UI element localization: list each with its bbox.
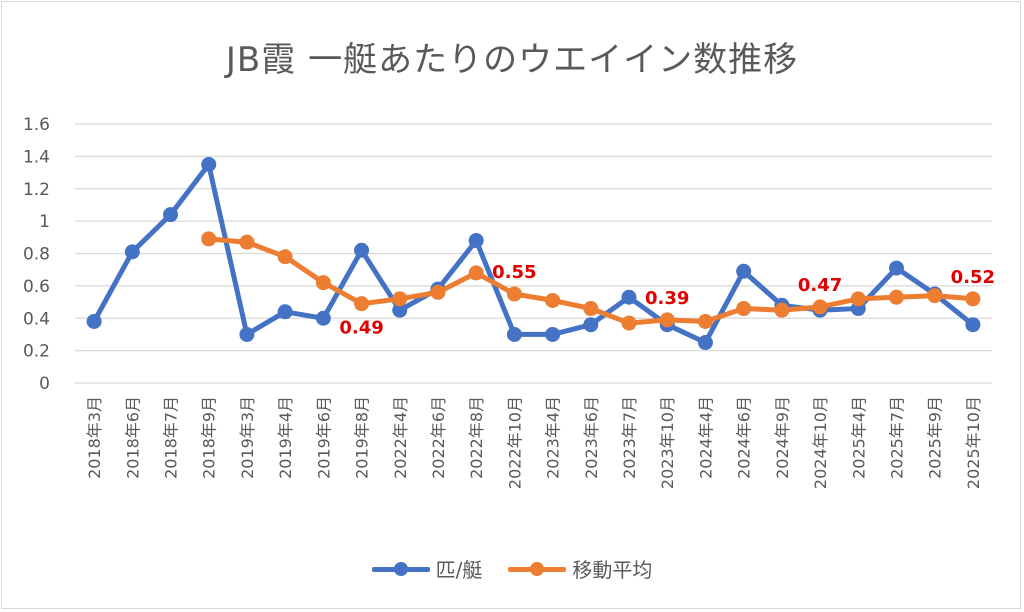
y-tick-label: 0.6	[23, 277, 50, 297]
data-point	[277, 249, 293, 265]
data-label: 0.52	[951, 267, 995, 288]
data-point	[583, 317, 599, 333]
legend-marker-icon	[371, 559, 430, 579]
data-point	[888, 260, 904, 276]
data-point	[468, 233, 484, 249]
data-point	[850, 291, 866, 307]
data-point	[965, 317, 981, 333]
data-point	[315, 275, 331, 291]
data-point	[392, 291, 408, 307]
x-axis-ticks: 2018年3月 2018年6月 2018年7月 2018年9月 2019年3月 2019年…	[85, 396, 983, 489]
data-point	[239, 234, 255, 250]
data-point	[736, 301, 752, 317]
data-point	[697, 335, 713, 351]
x-tick-label: 2022年4月	[391, 396, 410, 479]
x-tick-label: 2019年4月	[276, 396, 295, 479]
legend: 匹/艇 移動平均	[0, 554, 1024, 583]
data-point	[201, 231, 217, 247]
x-tick-label: 2018年3月	[85, 396, 104, 479]
data-label: 0.49	[339, 318, 383, 339]
x-tick-label: 2022年6月	[429, 396, 448, 479]
data-point	[354, 296, 370, 312]
data-point	[239, 326, 255, 342]
data-point	[774, 302, 790, 318]
data-point	[736, 263, 752, 279]
legend-dot	[530, 561, 545, 576]
x-tick-label: 2022年10月	[505, 396, 524, 489]
x-tick-label: 2023年6月	[582, 396, 601, 479]
data-point	[354, 242, 370, 258]
x-tick-label: 2018年6月	[123, 396, 142, 479]
data-point	[545, 292, 561, 308]
y-tick-label: 0.8	[23, 245, 50, 265]
x-tick-label: 2024年4月	[696, 396, 715, 479]
data-point	[163, 207, 179, 223]
y-tick-label: 0.2	[23, 342, 50, 362]
y-tick-label: 1.2	[23, 180, 50, 200]
legend-dot	[393, 561, 408, 576]
data-point	[277, 304, 293, 320]
data-point	[621, 315, 637, 331]
data-point	[927, 288, 943, 304]
x-tick-label: 2023年7月	[620, 396, 639, 479]
x-tick-label: 2019年8月	[353, 396, 372, 479]
legend-label: 匹/艇	[435, 558, 483, 582]
x-tick-label: 2025年9月	[926, 396, 945, 479]
data-point	[621, 289, 637, 305]
series-group	[86, 156, 981, 351]
data-point	[965, 291, 981, 307]
data-point	[812, 299, 828, 315]
data-point	[888, 289, 904, 305]
data-label: 0.47	[798, 275, 842, 296]
x-tick-label: 2022年8月	[467, 396, 486, 479]
y-tick-label: 0.4	[23, 309, 50, 329]
data-point	[86, 313, 102, 329]
data-point	[697, 313, 713, 329]
x-tick-label: 2024年10月	[811, 396, 830, 489]
x-tick-label: 2025年7月	[887, 396, 906, 479]
y-tick-label: 1.6	[23, 115, 50, 135]
data-point	[315, 310, 331, 326]
data-labels: 0.49 0.55 0.39 0.47 0.52	[339, 262, 995, 339]
legend-label: 移動平均	[572, 558, 653, 582]
y-tick-label: 0	[39, 374, 50, 394]
chart-title: JB霞 一艇あたりのウエイイン数推移	[225, 40, 799, 80]
y-axis-ticks: 0 0.2 0.4 0.6 0.8 1 1.2 1.4 1.6	[23, 115, 50, 394]
x-tick-label: 2024年6月	[735, 396, 754, 479]
x-tick-label: 2019年3月	[238, 396, 257, 479]
x-tick-label: 2023年4月	[544, 396, 563, 479]
x-tick-label: 2023年10月	[658, 396, 677, 489]
data-point	[506, 286, 522, 302]
x-tick-label: 2018年7月	[162, 396, 181, 479]
x-tick-label: 2024年9月	[773, 396, 792, 479]
data-point	[506, 326, 522, 342]
legend-marker-icon	[508, 559, 567, 579]
data-point	[545, 326, 561, 342]
y-tick-label: 1.4	[23, 147, 50, 167]
data-point	[583, 301, 599, 317]
legend-item-catch-per-boat[interactable]: 匹/艇	[371, 554, 483, 583]
series-moving-average	[201, 231, 981, 331]
x-tick-label: 2019年6月	[314, 396, 333, 479]
gridlines	[75, 123, 992, 384]
data-point	[392, 302, 408, 318]
x-tick-label: 2025年4月	[849, 396, 868, 479]
x-tick-label: 2025年10月	[964, 396, 983, 489]
data-point	[659, 312, 675, 328]
data-label: 0.39	[645, 288, 689, 309]
legend-item-moving-average[interactable]: 移動平均	[508, 554, 652, 583]
series-catch-per-boat	[86, 156, 981, 351]
x-tick-label: 2018年9月	[200, 396, 219, 479]
data-point	[201, 156, 217, 172]
y-tick-label: 1	[39, 212, 50, 232]
data-point	[124, 244, 140, 260]
data-point	[468, 265, 484, 281]
data-label: 0.55	[492, 262, 536, 283]
data-point	[430, 284, 446, 300]
